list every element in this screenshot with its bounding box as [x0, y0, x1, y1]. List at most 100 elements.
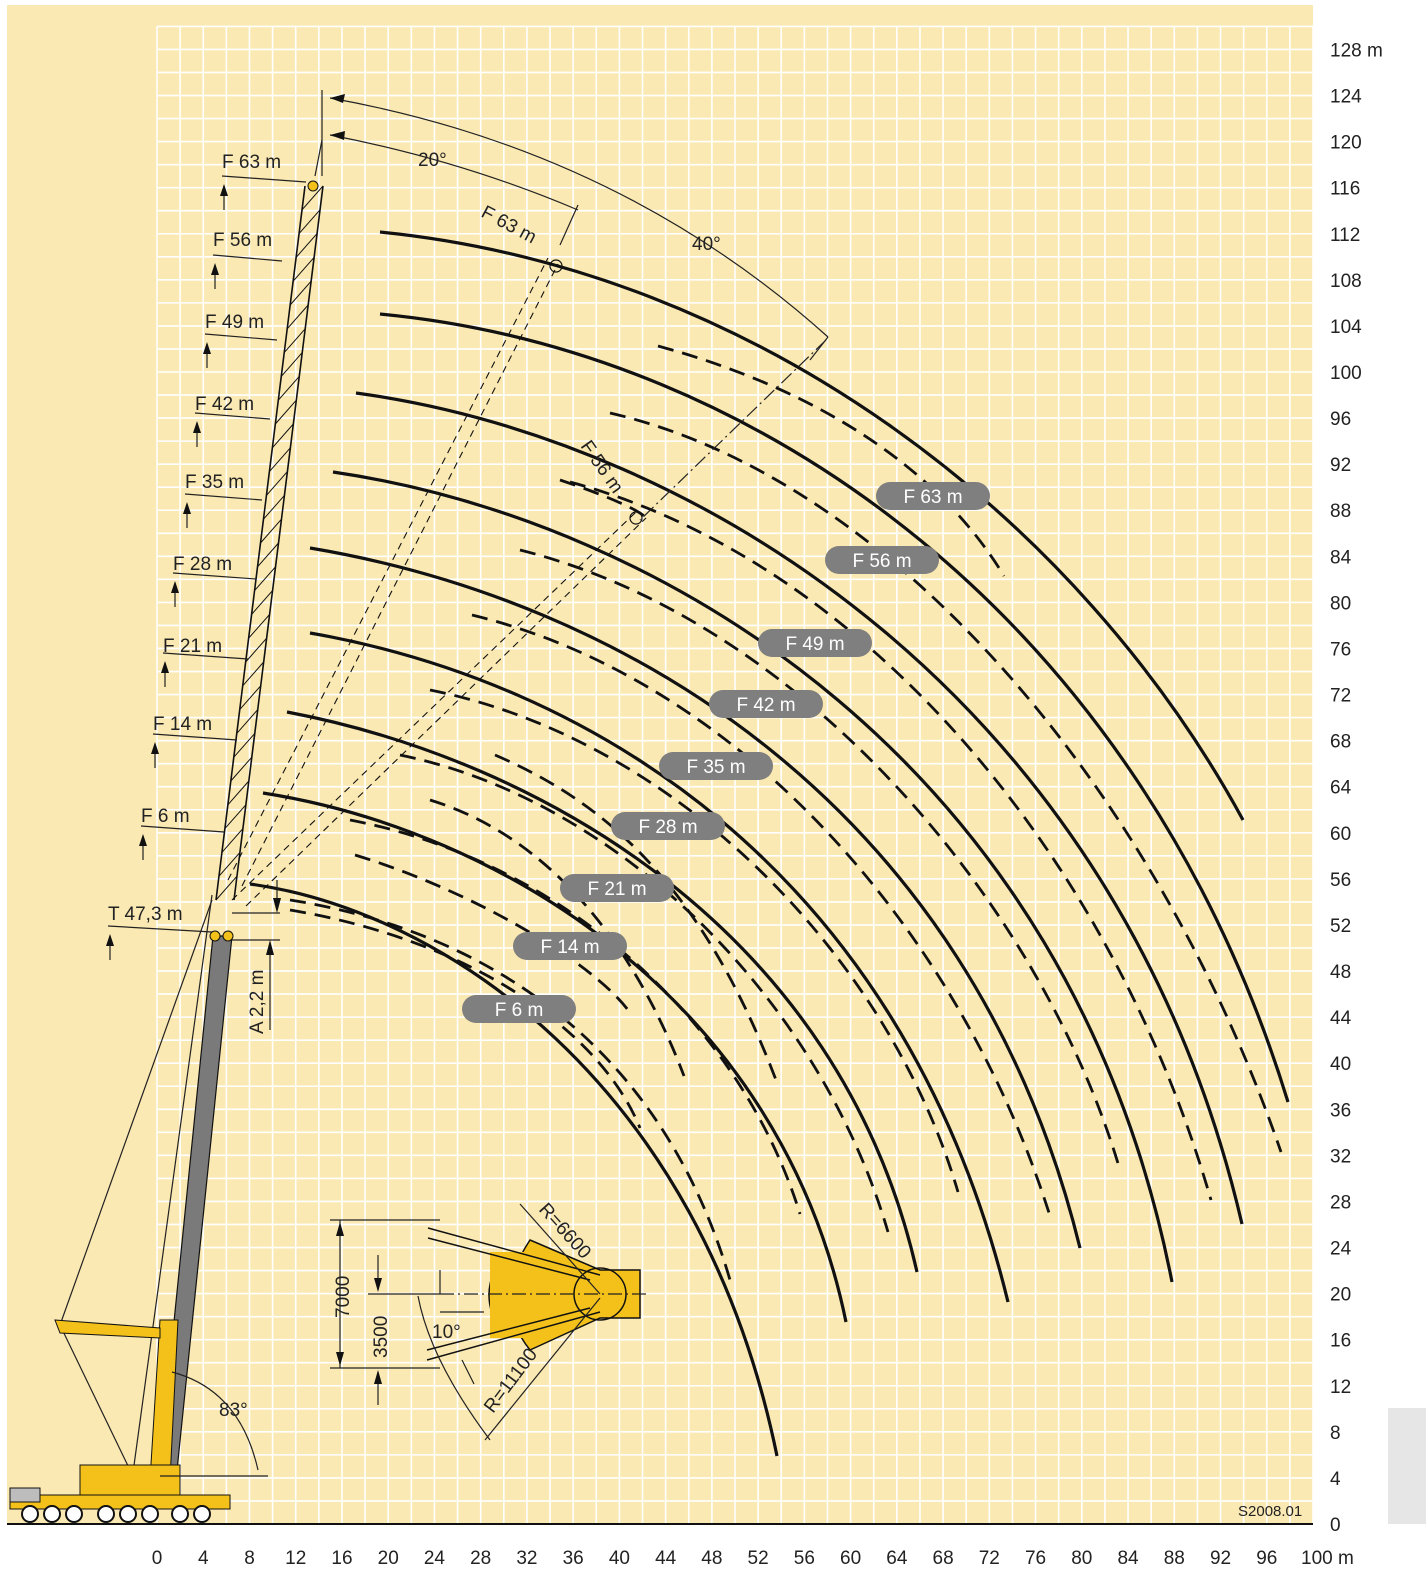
range-curve-dashed [429, 798, 686, 1077]
range-curve-dashed [349, 818, 802, 1215]
jib-marker-line [184, 493, 263, 501]
y-tick-label: 76 [1330, 639, 1351, 660]
curve-label-text: F 14 m [540, 937, 599, 958]
y-tick-label: 32 [1330, 1146, 1351, 1167]
luffed-jib-positions [227, 257, 647, 907]
y-tick-label: 92 [1330, 455, 1351, 476]
arrow-icon [161, 661, 169, 673]
arrow-icon [106, 934, 114, 946]
jib-lacing [230, 756, 253, 782]
x-tick-label: 60 [840, 1548, 861, 1569]
x-tick-label: 72 [979, 1548, 1000, 1569]
guy-wire [59, 899, 213, 1326]
curve-label-pill [659, 752, 773, 780]
luffed-jib-outline [227, 257, 549, 881]
x-tick-label: 68 [933, 1548, 954, 1569]
range-curve-dashed [289, 908, 642, 1129]
range-curve [355, 391, 1244, 1225]
y-tick-label: 124 [1330, 87, 1362, 108]
x-tick-label: 64 [886, 1548, 908, 1569]
jib-lacing [263, 495, 285, 520]
range-curve-dashed [354, 853, 630, 1011]
crane-drawing [9, 180, 324, 1523]
y-tick-label: 80 [1330, 593, 1351, 614]
arrow-icon [220, 184, 228, 196]
y-tick-label: 88 [1330, 501, 1351, 522]
driver-cab [9, 1487, 41, 1503]
y-tick-label: 96 [1330, 409, 1351, 430]
range-curve-dashed [569, 480, 1213, 1201]
superstructure [79, 1464, 181, 1496]
y-tick-label: 24 [1330, 1239, 1352, 1260]
hook-icon [629, 511, 643, 525]
jib-marker-label: F 6 m [141, 806, 190, 827]
jib-lacing [254, 566, 276, 591]
jib-lacing [257, 542, 279, 568]
y-tick-label: 100 [1330, 363, 1362, 384]
arrow-icon [151, 742, 159, 754]
curve-label-text: F 63 m [903, 487, 962, 508]
curve-label-pill [825, 546, 939, 574]
x-tick-label: 28 [470, 1548, 491, 1569]
y-tick-label: 64 [1330, 778, 1352, 799]
range-curve-dashed [559, 478, 647, 522]
curve-label-text: F 56 m [852, 551, 911, 572]
curve-label-pill [709, 690, 823, 718]
curve-label-text: F 28 m [638, 817, 697, 838]
jib-lacing [286, 304, 309, 330]
arrow-icon [183, 502, 191, 514]
jib-marker-label: F 35 m [185, 472, 244, 493]
jib-marker-label: F 14 m [153, 714, 212, 735]
y-tick-label: 116 [1330, 179, 1360, 200]
y-tick-label: 52 [1330, 916, 1351, 937]
y-tick-label: 104 [1330, 317, 1362, 338]
y-tick-label: 40 [1330, 1054, 1351, 1075]
jib-marker-label: F 49 m [205, 312, 264, 333]
boom-head [209, 930, 221, 942]
y-axis-ticks: 0481216202428323640444852566064687276808… [1330, 40, 1383, 1536]
range-curve-dashed [494, 753, 778, 1081]
wheel-icon [119, 1505, 137, 1523]
angle-40-label: 40° [692, 234, 721, 255]
dim-7000: 7000 [333, 1276, 354, 1318]
jib-lacing [289, 280, 312, 306]
x-tick-label: 8 [244, 1548, 255, 1569]
jib-lacing [218, 852, 241, 877]
curve-label-text: F 35 m [686, 757, 745, 778]
jib-marker-line [140, 825, 225, 833]
x-axis-ticks: 0 4 8 12 16 20 24 28 32 36 40 44 48 52 56 60 64 68 72 76 80 8… [152, 1548, 1354, 1569]
x-tick-label: 40 [609, 1548, 630, 1569]
guy-wire [59, 1324, 131, 1471]
y-tick-label: 16 [1330, 1331, 1351, 1352]
jib-lacing [251, 590, 273, 615]
jib-lacing [260, 518, 282, 544]
jib-marker-line [212, 254, 283, 262]
curve-label-pill [560, 874, 674, 902]
jib-lacing [292, 257, 315, 282]
range-curve-dashed [399, 753, 890, 1233]
superlift-arm [54, 1319, 161, 1339]
arrow-icon [193, 421, 201, 433]
x-tick-label: 24 [424, 1548, 446, 1569]
range-curve [379, 312, 1290, 1103]
jib-lacing [245, 637, 268, 663]
jib-marker-line [204, 333, 278, 341]
range-curve [249, 882, 779, 1457]
y-tick-label: 20 [1330, 1285, 1351, 1306]
jib-lacing [277, 376, 300, 401]
wheel-icon [193, 1505, 211, 1523]
x-tick-label: 96 [1256, 1548, 1277, 1569]
jib-lacing [233, 733, 256, 758]
curve-label-text: F 42 m [736, 695, 795, 716]
jib-lacing [271, 423, 294, 449]
y-tick-label: 8 [1330, 1423, 1341, 1444]
luffed-jib-outline [241, 263, 559, 887]
y-tick-label: 0 [1330, 1515, 1341, 1536]
curve-label-text: F 49 m [785, 634, 844, 655]
range-curve [332, 470, 1174, 1283]
y-tick-label: 56 [1330, 870, 1351, 891]
jib-marker-line [172, 572, 257, 580]
angle-83-label: 83° [219, 1400, 248, 1421]
y-tick-label: 68 [1330, 732, 1351, 753]
